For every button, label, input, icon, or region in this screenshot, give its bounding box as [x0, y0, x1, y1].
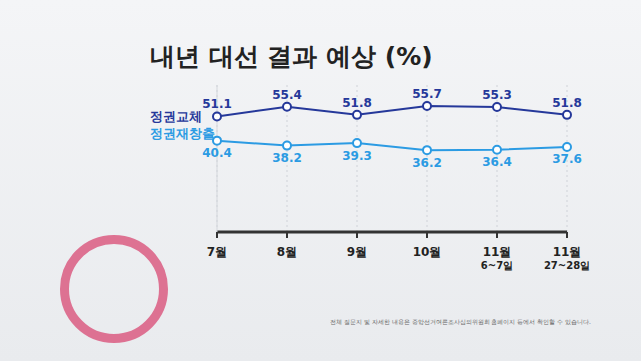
html-text:정권교체: 정권교체 [150, 109, 202, 124]
svg-text:10월: 10월 [413, 245, 442, 259]
svg-text:27~28일: 27~28일 [544, 260, 590, 271]
svg-text:39.3: 39.3 [342, 149, 372, 163]
html-text:전체 질문지 및 자세한 내용은 중앙선거여론조사심의위원회: 전체 질문지 및 자세한 내용은 중앙선거여론조사심의위원회 홈페이지 등에서 … [330, 318, 591, 325]
svg-text:7월: 7월 [207, 245, 227, 259]
svg-text:36.4: 36.4 [482, 155, 512, 169]
svg-text:38.2: 38.2 [272, 151, 302, 165]
svg-text:55.4: 55.4 [272, 88, 302, 102]
svg-text:37.6: 37.6 [552, 152, 582, 166]
svg-text:9월: 9월 [347, 245, 367, 259]
html-text:내년 대선 결과 예상 (%): 내년 대선 결과 예상 (%) [150, 42, 433, 71]
svg-text:36.2: 36.2 [412, 156, 442, 170]
svg-text:51.1: 51.1 [202, 97, 232, 111]
html-text:정권재창출: 정권재창출 [150, 126, 215, 141]
svg-text:11월: 11월 [553, 245, 582, 259]
svg-text:55.7: 55.7 [412, 87, 442, 101]
svg-text:55.3: 55.3 [482, 88, 512, 102]
svg-text:11월: 11월 [483, 245, 512, 259]
svg-text:40.4: 40.4 [202, 146, 232, 160]
svg-text:51.8: 51.8 [552, 96, 582, 110]
svg-text:6~7일: 6~7일 [481, 260, 513, 271]
svg-text:8월: 8월 [277, 245, 297, 259]
svg-text:51.8: 51.8 [342, 96, 372, 110]
